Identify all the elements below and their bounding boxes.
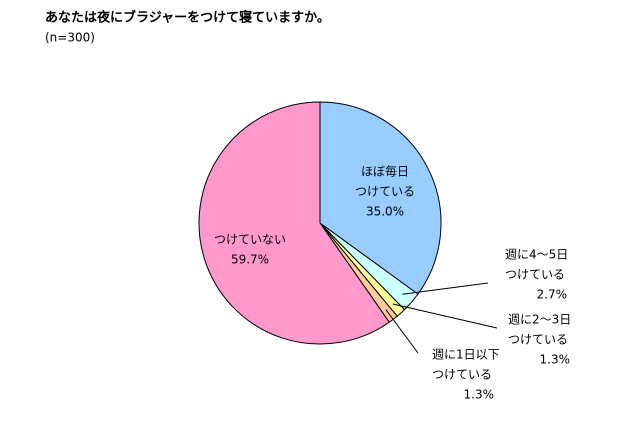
slice-label: 週に4～5日 — [505, 248, 568, 262]
leader-line — [385, 309, 419, 354]
chart-subtitle: (n=300) — [45, 31, 95, 45]
slice-label: つけている — [508, 333, 568, 347]
leader-line — [392, 303, 498, 329]
slice-label: ほぼ毎日 — [361, 164, 409, 179]
value-label: 59.7% — [231, 253, 269, 267]
value-label: 1.3% — [540, 353, 571, 367]
value-label: 2.7% — [537, 288, 568, 302]
slice-label: 週に1日以下 — [432, 348, 500, 362]
slice-label: つけている — [505, 268, 565, 282]
slice-label: つけていない — [214, 233, 286, 247]
slice-label: 週に2～3日 — [508, 313, 571, 327]
value-label: 35.0% — [366, 205, 404, 219]
slice-label: つけている — [355, 185, 415, 199]
leader-line — [402, 282, 489, 295]
value-label: 1.3% — [464, 388, 495, 402]
slice-label: つけている — [432, 368, 492, 382]
chart-title: あなたは夜にブラジャーをつけて寝ていますか。 — [45, 10, 330, 26]
pie-slice — [319, 101, 442, 295]
pie-slice — [198, 101, 390, 345]
